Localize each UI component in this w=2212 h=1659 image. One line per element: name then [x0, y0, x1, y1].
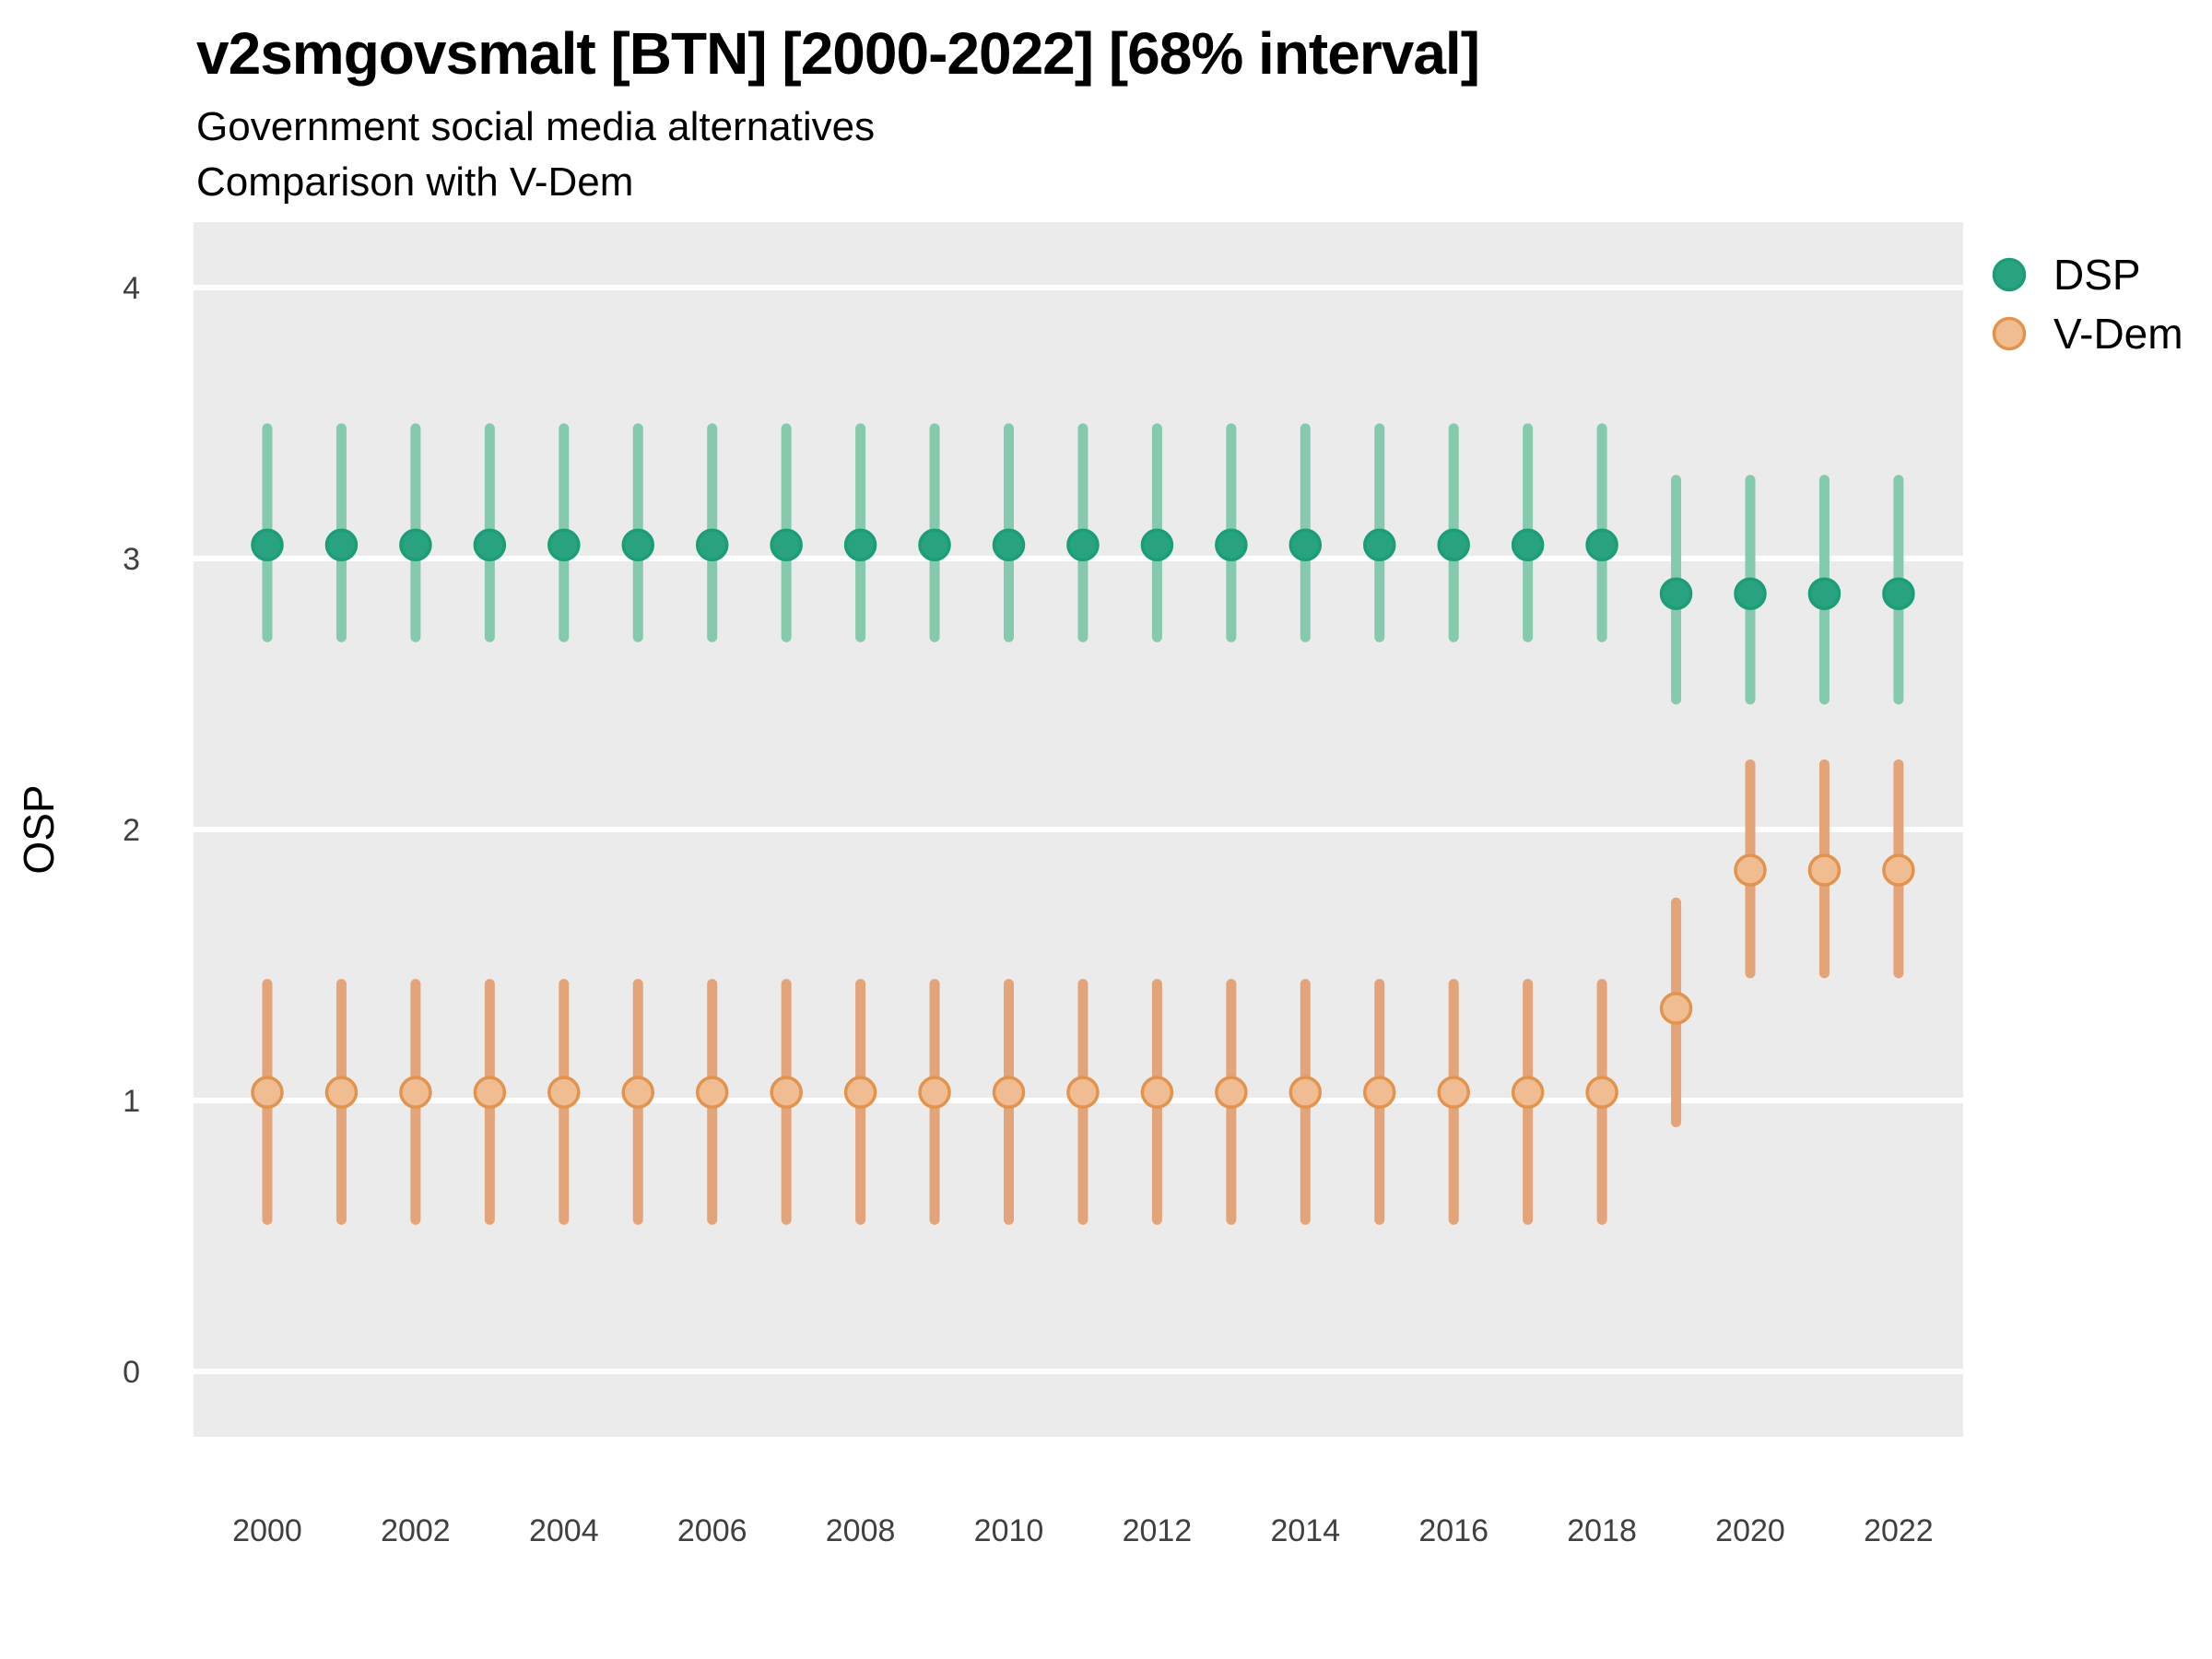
- data-point-V-Dem-2007: [770, 1076, 803, 1109]
- data-point-DSP-2020: [1734, 577, 1767, 610]
- data-point-DSP-2010: [992, 528, 1026, 562]
- data-point-V-Dem-2011: [1066, 1076, 1100, 1109]
- y-axis-tick-label: 4: [123, 271, 140, 306]
- chart-subtitle-line2: Comparison with V-Dem: [196, 159, 634, 205]
- legend-label-V-Dem: V-Dem: [2053, 310, 2183, 358]
- data-point-V-Dem-2022: [1882, 853, 1915, 887]
- y-axis-tick-label: 3: [123, 542, 140, 577]
- data-point-V-Dem-2009: [918, 1076, 951, 1109]
- data-point-DSP-2012: [1140, 528, 1174, 562]
- x-axis-tick-label: 2022: [1864, 1513, 1934, 1548]
- data-point-V-Dem-2008: [843, 1076, 877, 1109]
- legend-key-V-Dem-icon: [1992, 316, 2027, 351]
- data-point-V-Dem-2006: [695, 1076, 729, 1109]
- y-axis-tick-label: 2: [123, 813, 140, 848]
- data-point-DSP-2016: [1437, 528, 1470, 562]
- data-point-DSP-2019: [1659, 577, 1693, 610]
- x-axis-tick-label: 2010: [974, 1513, 1044, 1548]
- x-axis-tick-label: 2016: [1418, 1513, 1488, 1548]
- data-point-V-Dem-2012: [1140, 1076, 1174, 1109]
- data-point-DSP-2005: [621, 528, 654, 562]
- data-point-V-Dem-2013: [1215, 1076, 1248, 1109]
- data-point-DSP-2015: [1363, 528, 1396, 562]
- data-point-V-Dem-2005: [621, 1076, 654, 1109]
- x-axis-tick-label: 2002: [381, 1513, 451, 1548]
- data-point-V-Dem-2016: [1437, 1076, 1470, 1109]
- data-point-V-Dem-2017: [1511, 1076, 1545, 1109]
- y-axis-tick-label: 1: [123, 1084, 140, 1119]
- data-point-DSP-2022: [1882, 577, 1915, 610]
- data-point-DSP-2000: [251, 528, 284, 562]
- y-axis-title: OSP: [15, 784, 63, 874]
- data-point-DSP-2006: [695, 528, 729, 562]
- data-point-DSP-2013: [1215, 528, 1248, 562]
- data-point-V-Dem-2000: [251, 1076, 284, 1109]
- legend-label-DSP: DSP: [2053, 251, 2141, 299]
- x-axis-tick-label: 2018: [1567, 1513, 1637, 1548]
- legend-key-DSP-icon: [1992, 257, 2027, 292]
- data-point-V-Dem-2015: [1363, 1076, 1396, 1109]
- data-point-DSP-2003: [473, 528, 507, 562]
- data-point-DSP-2009: [918, 528, 951, 562]
- data-point-V-Dem-2014: [1288, 1076, 1323, 1109]
- x-axis-tick-label: 2014: [1270, 1513, 1340, 1548]
- x-axis-tick-label: 2004: [529, 1513, 599, 1548]
- x-axis-tick-label: 2008: [826, 1513, 896, 1548]
- data-point-DSP-2002: [399, 528, 432, 562]
- data-point-V-Dem-2010: [992, 1076, 1026, 1109]
- data-point-V-Dem-2021: [1807, 853, 1841, 887]
- data-point-V-Dem-2002: [399, 1076, 432, 1109]
- data-point-V-Dem-2003: [473, 1076, 507, 1109]
- data-point-V-Dem-2001: [324, 1076, 359, 1109]
- x-axis-tick-label: 2006: [677, 1513, 747, 1548]
- data-point-DSP-2001: [324, 528, 359, 562]
- legend-item-V-Dem: V-Dem: [1992, 310, 2183, 358]
- data-point-V-Dem-2018: [1585, 1076, 1618, 1109]
- data-point-DSP-2017: [1511, 528, 1545, 562]
- data-point-V-Dem-2004: [547, 1076, 581, 1109]
- data-point-DSP-2021: [1807, 577, 1841, 610]
- data-point-DSP-2014: [1288, 528, 1323, 562]
- data-point-DSP-2004: [547, 528, 581, 562]
- data-point-DSP-2018: [1585, 528, 1618, 562]
- x-axis-tick-label: 2000: [232, 1513, 302, 1548]
- data-point-DSP-2008: [843, 528, 877, 562]
- data-point-DSP-2011: [1066, 528, 1100, 562]
- data-point-V-Dem-2019: [1659, 992, 1693, 1025]
- legend-item-DSP: DSP: [1992, 251, 2141, 299]
- x-axis-tick-label: 2020: [1715, 1513, 1785, 1548]
- chart-subtitle-line1: Government social media alternatives: [196, 104, 876, 149]
- x-axis-tick-label: 2012: [1123, 1513, 1193, 1548]
- y-axis-tick-label: 0: [123, 1355, 140, 1390]
- data-point-DSP-2007: [770, 528, 803, 562]
- chart-title: v2smgovsmalt [BTN] [2000-2022] [68% inte…: [196, 20, 1480, 87]
- data-point-V-Dem-2020: [1734, 853, 1767, 887]
